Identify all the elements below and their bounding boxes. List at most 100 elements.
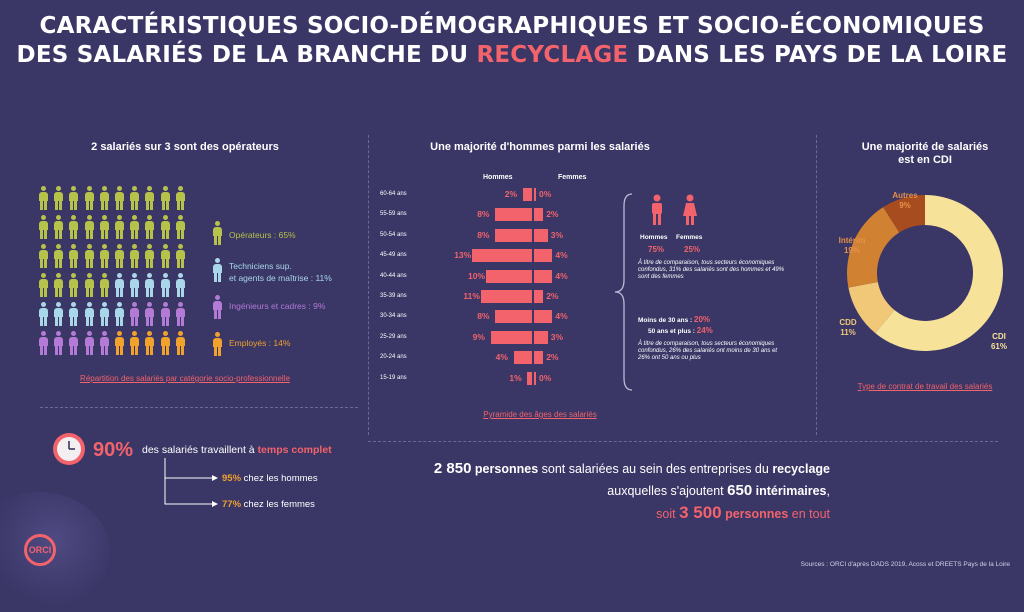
time-hommes: 95% chez les hommes (222, 473, 318, 484)
time-text-bold: temps complet (257, 444, 332, 456)
value-hommes: 8% (477, 229, 490, 240)
value-femmes: 4% (555, 250, 568, 261)
side-hommes-pct: 75% (648, 245, 665, 254)
label-cdi-pct: 61% (990, 342, 1007, 351)
legend-employes-label: Employés : 14% (229, 338, 291, 348)
value-femmes: 2% (546, 352, 559, 363)
person-icon (99, 186, 110, 210)
divider-right (816, 135, 817, 435)
totals-n3: 3 500 (679, 503, 722, 522)
person-icon (99, 215, 110, 239)
bar-hommes (495, 208, 532, 222)
age-label: 45-49 ans (380, 252, 407, 259)
label-cdd: CDD 11% (830, 318, 866, 338)
categories-link[interactable]: Répartition des salariés par catégorie s… (80, 374, 290, 383)
side-plus50: 50 ans et plus : 24% (648, 326, 713, 335)
label-autres-pct: 9% (899, 201, 911, 210)
contracts-title-2: est en CDI (898, 154, 952, 166)
legend-ingenieurs-label: Ingénieurs et cadres : 9% (229, 301, 326, 311)
bar-hommes (527, 371, 532, 385)
person-icon (53, 244, 64, 268)
value-femmes: 2% (546, 291, 559, 301)
contracts-link[interactable]: Type de contrat de travail des salariés (857, 382, 993, 391)
totals-n1: 2 850 (433, 460, 472, 477)
bar-femmes (534, 290, 544, 303)
totals-line-3: soit 3 500 personnes en tout (380, 503, 830, 523)
person-icon (114, 331, 125, 355)
bar-hommes (513, 351, 532, 365)
donut-slice (847, 207, 900, 288)
side-note-2: À titre de comparaison, tous secteurs éc… (638, 341, 778, 361)
time-text-pre: des salariés travaillent à (142, 444, 258, 456)
clock-icon (53, 433, 85, 465)
age-label: 55-59 ans (380, 211, 407, 218)
person-icon (68, 186, 79, 210)
page-title: CARACTÉRISTIQUES SOCIO-DÉMOGRAPHIQUES ET… (0, 12, 1024, 70)
person-icon (129, 244, 140, 268)
people-grid (38, 186, 198, 356)
person-icon (129, 331, 140, 355)
person-icon (84, 186, 95, 210)
age-label: 15-19 ans (380, 374, 407, 381)
totals-l1c: recyclage (772, 462, 830, 476)
side-plus50-pct: 24% (696, 326, 713, 335)
totals-l2b: intérimaires (752, 484, 827, 498)
person-icon (68, 302, 79, 326)
time-femmes-label: chez les femmes (241, 499, 315, 510)
bar-hommes (486, 269, 532, 283)
totals-l2a: auxquelles s'ajoutent (607, 484, 728, 498)
pyramid-hommes-header: Hommes (483, 174, 513, 181)
title-line-2-post: DANS LES PAYS DE LA LOIRE (628, 42, 1008, 68)
person-icon (53, 302, 64, 326)
person-icon (68, 331, 79, 355)
person-icon (99, 273, 110, 297)
person-icon (160, 186, 171, 210)
label-interim-name: Intérim (838, 236, 866, 245)
donut-slice (883, 195, 925, 233)
categories-title: 2 salariés sur 3 sont des opérateurs (91, 141, 279, 153)
legend-techniciens-label-2: et agents de maîtrise : 11% (229, 273, 332, 283)
bar-femmes (534, 330, 548, 344)
title-highlight: RECYCLAGE (476, 42, 629, 68)
value-femmes: 0% (539, 372, 552, 383)
side-hommes-label: Hommes (640, 234, 668, 241)
value-hommes: 9% (472, 331, 485, 342)
bar-femmes (534, 188, 536, 201)
side-femmes-pct: 25% (684, 245, 701, 254)
value-femmes: 0% (539, 189, 552, 199)
bar-femmes (534, 208, 544, 222)
label-cdi-name: CDI (992, 332, 1006, 341)
person-icon (160, 302, 171, 326)
person-icon (99, 331, 110, 355)
bar-hommes (481, 290, 532, 303)
value-femmes: 4% (555, 270, 568, 281)
divider-bottom-right (368, 441, 998, 442)
totals-l3a: soit (656, 507, 680, 521)
legend-operateurs-label: Opérateurs : 65% (229, 230, 296, 240)
legend-techniciens-label: Techniciens sup. (229, 261, 292, 271)
totals-l1a: personnes (471, 462, 539, 476)
person-icon (175, 215, 186, 239)
person-icon (114, 273, 125, 297)
time-text: des salariés travaillent à temps complet (142, 444, 332, 456)
person-icon (84, 331, 95, 355)
person-icon (160, 331, 171, 355)
title-line-1: CARACTÉRISTIQUES SOCIO-DÉMOGRAPHIQUES ET… (39, 13, 985, 39)
orci-logo[interactable]: ORCI (24, 534, 56, 566)
person-icon (129, 273, 140, 297)
person-icon (129, 186, 140, 210)
side-note-1: À titre de comparaison, tous secteurs éc… (638, 260, 785, 280)
pyramid-link[interactable]: Pyramide des âges des salariés (483, 410, 597, 419)
contracts-title-1: Une majorité de salariés (861, 141, 989, 153)
label-cdi: CDI 61% (984, 332, 1014, 352)
person-icon (68, 215, 79, 239)
contracts-donut (847, 195, 1003, 351)
person-icon (84, 273, 95, 297)
age-label: 40-44 ans (380, 272, 407, 279)
age-label: 25-29 ans (380, 333, 407, 340)
person-icon (114, 186, 125, 210)
totals-l1b: sont salariées au sein des entreprises d… (538, 462, 773, 476)
person-icon (129, 215, 140, 239)
pyramid-side-stats: Hommes Femmes 75% 25% À titre de compara… (638, 194, 813, 394)
label-interim-pct: 19% (843, 246, 860, 255)
